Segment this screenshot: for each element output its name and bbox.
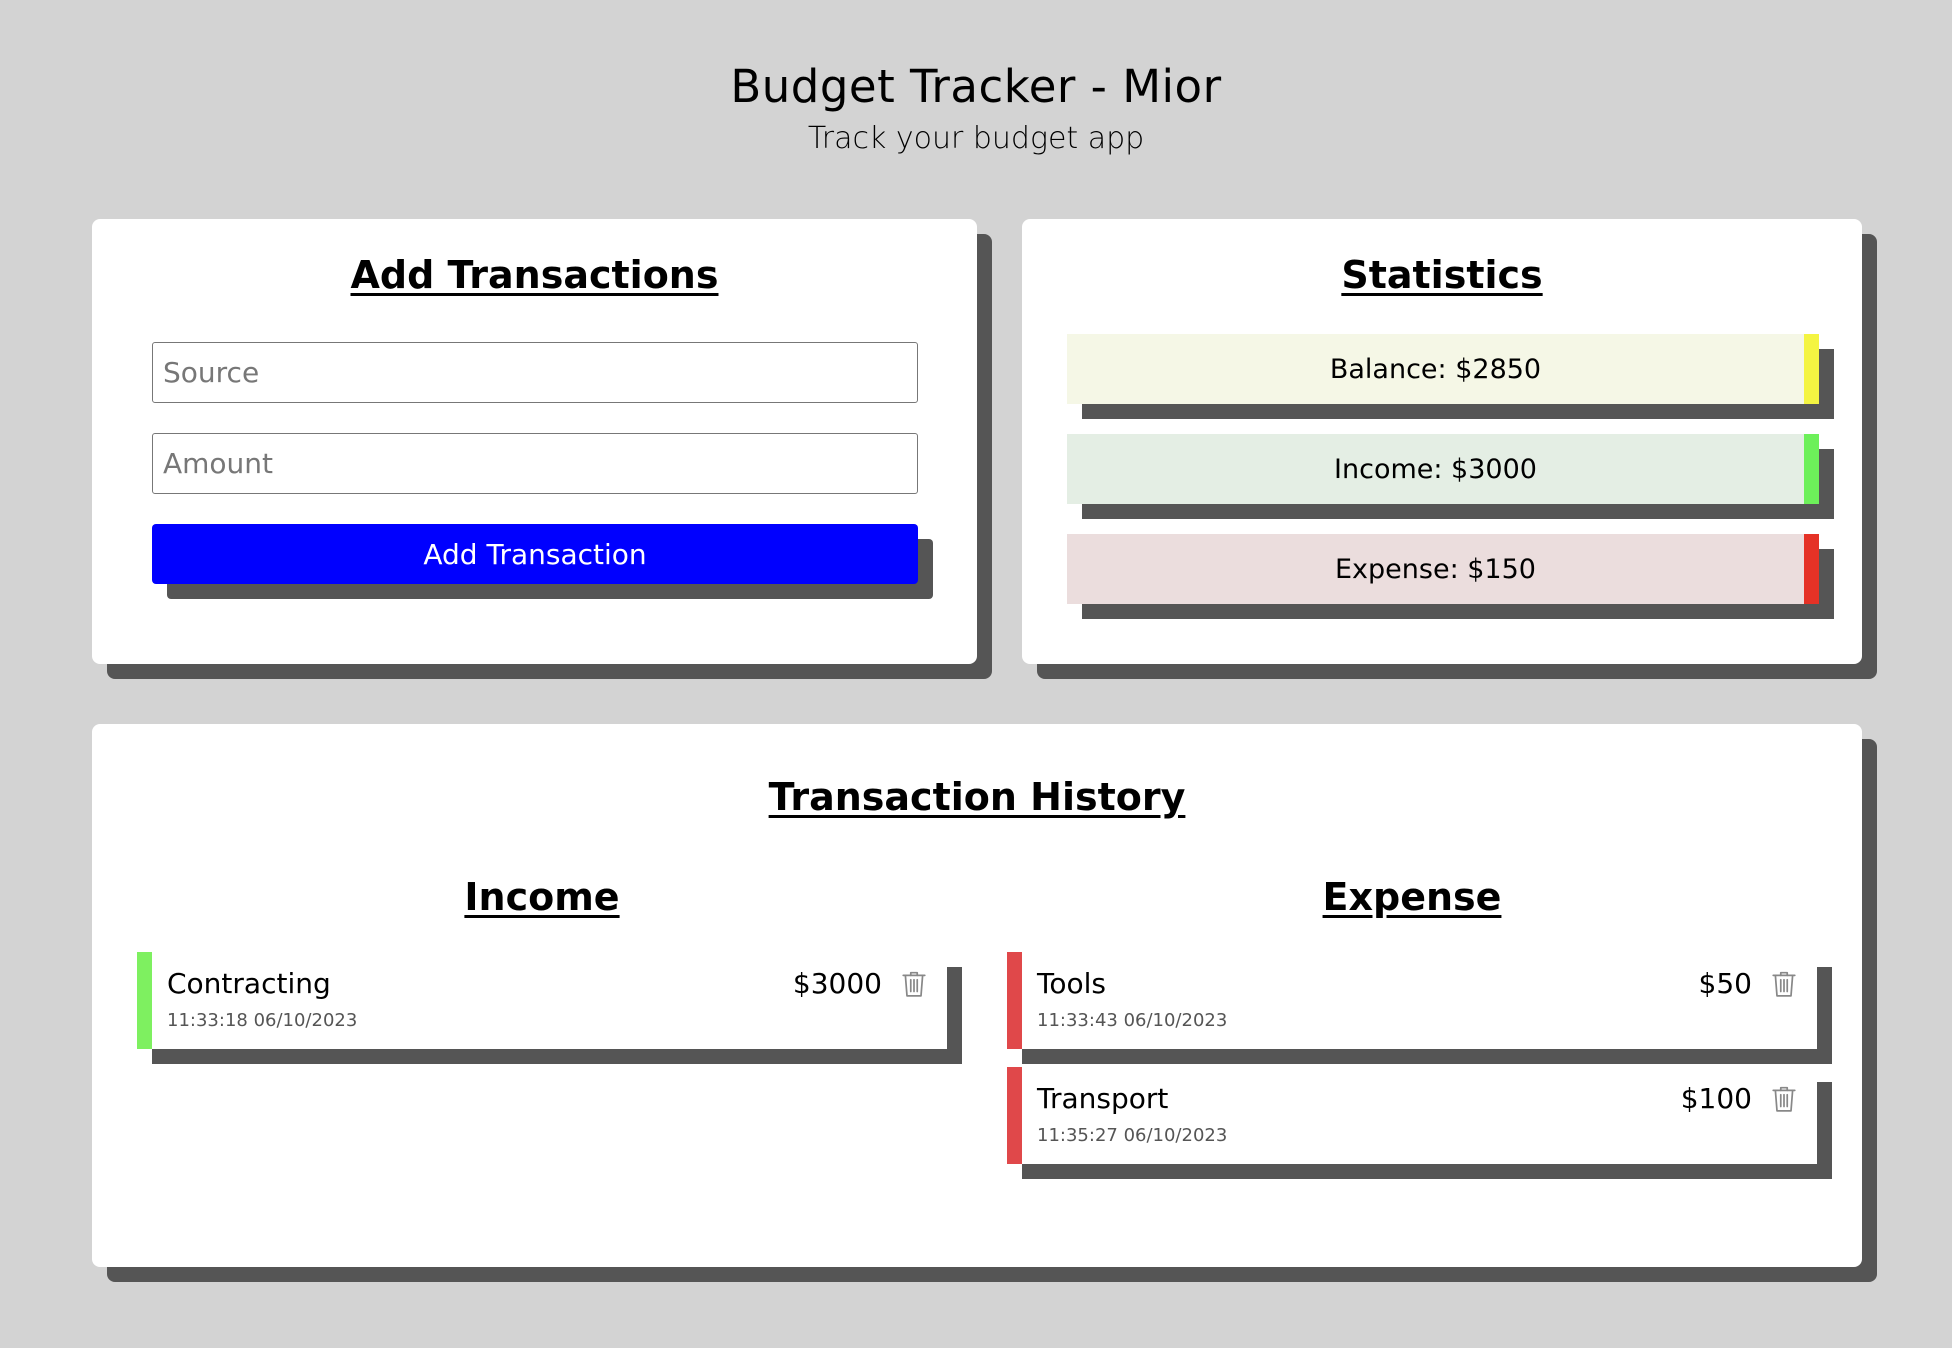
trash-icon[interactable] <box>1771 970 1797 998</box>
expense-stat: Expense: $150 <box>1067 534 1819 604</box>
transaction-name: Contracting <box>167 967 331 1000</box>
transaction-amount: $50 <box>1698 967 1752 1000</box>
transaction-time: 11:35:27 06/10/2023 <box>1037 1125 1228 1146</box>
expense-accent <box>1804 534 1819 604</box>
transaction-time: 11:33:18 06/10/2023 <box>167 1010 358 1031</box>
add-transactions-title: Add Transactions <box>350 253 719 297</box>
income-transaction-item: Contracting 11:33:18 06/10/2023 $3000 <box>137 952 947 1049</box>
expense-column-title: Expense <box>1322 875 1502 919</box>
trash-icon[interactable] <box>1771 1085 1797 1113</box>
income-text: Income: $3000 <box>1334 453 1537 485</box>
add-transaction-button[interactable]: Add Transaction <box>152 524 918 584</box>
statistics-title: Statistics <box>1341 253 1543 297</box>
trash-icon[interactable] <box>901 970 927 998</box>
transaction-amount: $100 <box>1680 1082 1752 1115</box>
transaction-history-card: Transaction History Income Expense Contr… <box>92 724 1862 1267</box>
app-header: Budget Tracker - Mior Track your budget … <box>0 60 1952 156</box>
income-stat: Income: $3000 <box>1067 434 1819 504</box>
expense-transaction-item: Transport 11:35:27 06/10/2023 $100 <box>1007 1067 1817 1164</box>
add-transactions-card: Add Transactions Add Transaction <box>92 219 977 664</box>
transaction-name: Transport <box>1037 1082 1169 1115</box>
source-input[interactable] <box>152 342 918 403</box>
expense-text: Expense: $150 <box>1335 553 1536 585</box>
transaction-history-title: Transaction History <box>768 775 1186 819</box>
statistics-card: Statistics Balance: $2850 Income: $3000 … <box>1022 219 1862 664</box>
balance-stat: Balance: $2850 <box>1067 334 1819 404</box>
income-column-title: Income <box>464 875 620 919</box>
amount-input[interactable] <box>152 433 918 494</box>
transaction-name: Tools <box>1037 967 1106 1000</box>
expense-transaction-item: Tools 11:33:43 06/10/2023 $50 <box>1007 952 1817 1049</box>
transaction-time: 11:33:43 06/10/2023 <box>1037 1010 1228 1031</box>
balance-accent <box>1804 334 1819 404</box>
income-accent <box>1804 434 1819 504</box>
app-subtitle: Track your budget app <box>807 121 1145 156</box>
app-title: Budget Tracker - Mior <box>730 60 1222 113</box>
transaction-amount: $3000 <box>792 967 882 1000</box>
balance-text: Balance: $2850 <box>1329 353 1542 385</box>
